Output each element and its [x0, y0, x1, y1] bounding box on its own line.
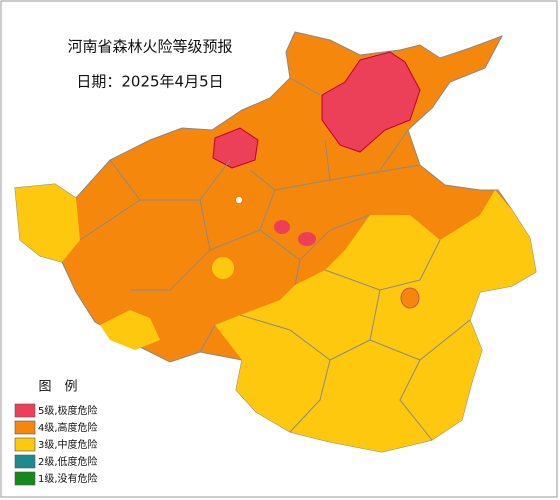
map-title: 河南省森林火险等级预报 — [67, 38, 232, 56]
zone-orange-spot — [400, 287, 420, 309]
legend-label: 1级,没有危险 — [38, 472, 98, 485]
legend-label: 2级,低度危险 — [38, 455, 98, 468]
map-date: 日期：2025年4月5日 — [76, 73, 223, 91]
zone-yellow-spot — [212, 257, 234, 279]
legend-title: 图 例 — [38, 380, 77, 395]
county-borders — [79, 77, 471, 441]
zone-red-spot-1 — [274, 220, 290, 234]
legend-swatch — [14, 403, 36, 418]
henan-map — [14, 31, 537, 453]
legend-swatch — [14, 471, 36, 486]
zone-southeast — [215, 190, 536, 452]
legend-swatch — [14, 454, 36, 469]
legend-label: 5级,极度危险 — [38, 404, 98, 417]
legend-label: 3级,中度危险 — [38, 438, 98, 451]
zone-southwest — [100, 310, 160, 350]
zone-white-spot — [236, 197, 242, 203]
legend-label: 4级,高度危险 — [38, 421, 98, 434]
legend-swatch — [14, 437, 36, 452]
legend: 5级,极度危险 4级,高度危险 3级,中度危险 2级,低度危险 1级,没有危险 — [14, 403, 98, 486]
zone-red-spot-2 — [298, 232, 316, 246]
zone-northwest — [212, 127, 259, 169]
zone-west — [15, 184, 80, 262]
zone-north — [321, 51, 421, 153]
legend-swatch — [14, 420, 36, 435]
